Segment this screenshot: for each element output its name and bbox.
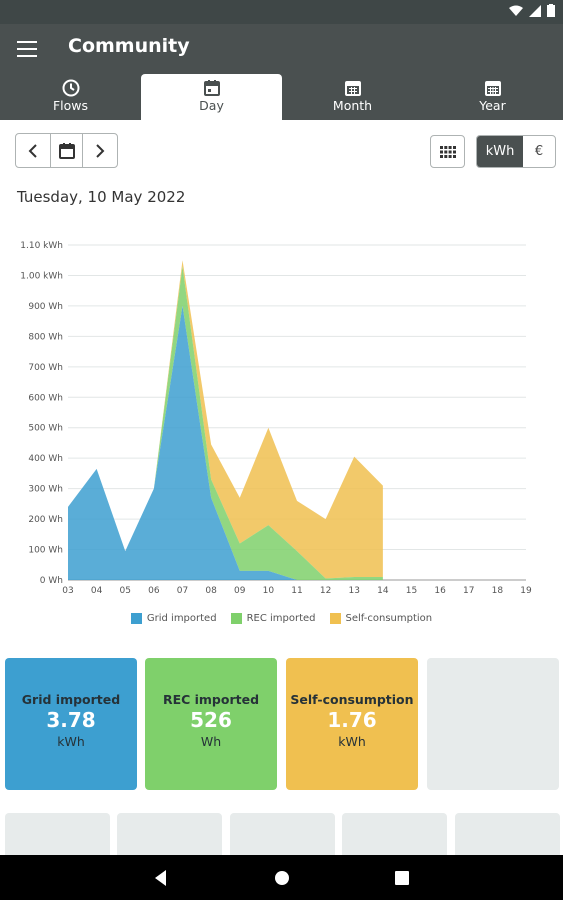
x-tick-label: 15 — [406, 586, 417, 596]
y-tick-label: 800 Wh — [28, 332, 63, 342]
x-tick-label: 07 — [177, 586, 188, 596]
system-navigation-bar — [0, 855, 563, 900]
card-value: 526 — [190, 708, 232, 732]
series-area-rec-imported — [68, 266, 383, 580]
card-title: Grid imported — [21, 692, 121, 707]
series-area-grid-imported — [68, 305, 383, 580]
x-tick-label: 12 — [320, 586, 331, 596]
app-bar: Community — [0, 24, 563, 74]
previous-day-button[interactable] — [16, 134, 50, 167]
card-title: Self-consumption — [290, 692, 414, 707]
calendar-icon — [203, 80, 220, 96]
x-tick-label: 03 — [62, 586, 73, 596]
x-tick-label: 05 — [120, 586, 131, 596]
legend-label: Self-consumption — [345, 613, 433, 624]
summary-card-placeholder — [427, 658, 559, 790]
y-tick-label: 0 Wh — [40, 576, 63, 586]
menu-icon[interactable] — [17, 41, 37, 57]
card-unit: Wh — [200, 734, 222, 749]
unit-kwh-button[interactable]: kWh — [477, 136, 523, 167]
tab-year[interactable]: Year — [422, 74, 563, 120]
placeholder-card — [5, 813, 110, 863]
card-value: 3.78 — [46, 708, 96, 732]
summary-card-rec[interactable]: REC imported 526 Wh — [145, 658, 277, 790]
x-tick-label: 18 — [492, 586, 504, 596]
x-tick-label: 16 — [434, 586, 446, 596]
placeholder-card — [230, 813, 335, 863]
x-tick-label: 19 — [520, 586, 532, 596]
energy-area-chart: 0 Wh 100 Wh 200 Wh 300 Wh 400 Wh 500 Wh 600 Wh… — [20, 241, 532, 596]
y-tick-label: 900 Wh — [28, 302, 63, 312]
calendar-icon — [58, 142, 75, 159]
tab-flows[interactable]: Flows — [0, 74, 141, 120]
calendar-icon — [484, 81, 501, 96]
chart-legend: Grid imported REC imported Self-consumpt… — [0, 613, 563, 624]
legend-item-grid[interactable]: Grid imported — [130, 613, 217, 624]
x-tick-label: 04 — [91, 586, 103, 596]
tab-label: Month — [332, 98, 373, 113]
status-bar — [0, 0, 563, 24]
legend-swatch — [230, 613, 242, 624]
date-navigation — [15, 133, 118, 168]
x-tick-label: 17 — [463, 586, 474, 596]
tab-month[interactable]: Month — [282, 74, 423, 120]
legend-swatch — [329, 613, 341, 624]
x-tick-label: 13 — [349, 586, 360, 596]
legend-swatch — [130, 613, 142, 624]
x-tick-label: 11 — [291, 586, 302, 596]
tab-day[interactable]: Day — [141, 74, 282, 120]
home-icon[interactable] — [271, 867, 293, 889]
card-title: REC imported — [162, 692, 260, 707]
tab-label: Day — [199, 98, 224, 113]
tab-label: Flows — [52, 98, 89, 113]
table-view-button[interactable] — [430, 135, 465, 168]
y-tick-label: 600 Wh — [28, 393, 63, 403]
card-unit: kWh — [57, 734, 85, 749]
tab-label: Year — [479, 98, 506, 113]
unit-toggle: kWh € — [476, 135, 556, 168]
chevron-right-icon — [96, 143, 105, 158]
placeholder-card — [117, 813, 222, 863]
placeholder-card — [342, 813, 447, 863]
chevron-left-icon — [28, 143, 37, 158]
y-tick-label: 300 Wh — [28, 485, 63, 495]
battery-icon — [547, 4, 555, 17]
signal-icon — [529, 4, 541, 17]
y-tick-label: 400 Wh — [28, 454, 63, 464]
back-icon[interactable] — [150, 867, 172, 889]
y-tick-label: 1.00 kWh — [20, 271, 63, 281]
legend-label: Grid imported — [146, 613, 217, 624]
clock-icon — [62, 79, 79, 97]
y-tick-label: 100 Wh — [28, 546, 63, 556]
status-icons — [509, 4, 555, 17]
legend-item-rec[interactable]: REC imported — [230, 613, 316, 624]
x-tick-label: 14 — [377, 586, 389, 596]
selected-date: Tuesday, 10 May 2022 — [17, 188, 186, 206]
y-tick-label: 1.10 kWh — [20, 241, 63, 251]
recents-icon[interactable] — [391, 867, 413, 889]
card-value: 1.76 — [327, 708, 377, 732]
wifi-icon — [509, 5, 523, 16]
x-tick-label: 08 — [205, 586, 217, 596]
date-picker-button[interactable] — [49, 134, 84, 167]
summary-card-grid[interactable]: Grid imported 3.78 kWh — [5, 658, 137, 790]
calendar-icon — [344, 81, 361, 96]
grid-icon — [439, 145, 456, 158]
series-area-self-consumption — [68, 260, 383, 579]
y-tick-label: 700 Wh — [28, 363, 63, 373]
next-day-button[interactable] — [83, 134, 117, 167]
y-tick-label: 200 Wh — [28, 515, 63, 525]
summary-card-self-consumption[interactable]: Self-consumption 1.76 kWh — [286, 658, 418, 790]
page-title: Community — [68, 35, 190, 57]
legend-label: REC imported — [246, 613, 316, 624]
y-tick-label: 500 Wh — [28, 424, 63, 434]
x-tick-label: 09 — [234, 586, 246, 596]
placeholder-card — [455, 813, 560, 863]
x-tick-label: 10 — [263, 586, 275, 596]
x-tick-label: 06 — [148, 586, 160, 596]
unit-euro-button[interactable]: € — [534, 144, 544, 159]
legend-item-self[interactable]: Self-consumption — [329, 613, 433, 624]
card-unit: kWh — [338, 734, 366, 749]
tab-bar: Flows Day Month Year — [0, 74, 563, 120]
